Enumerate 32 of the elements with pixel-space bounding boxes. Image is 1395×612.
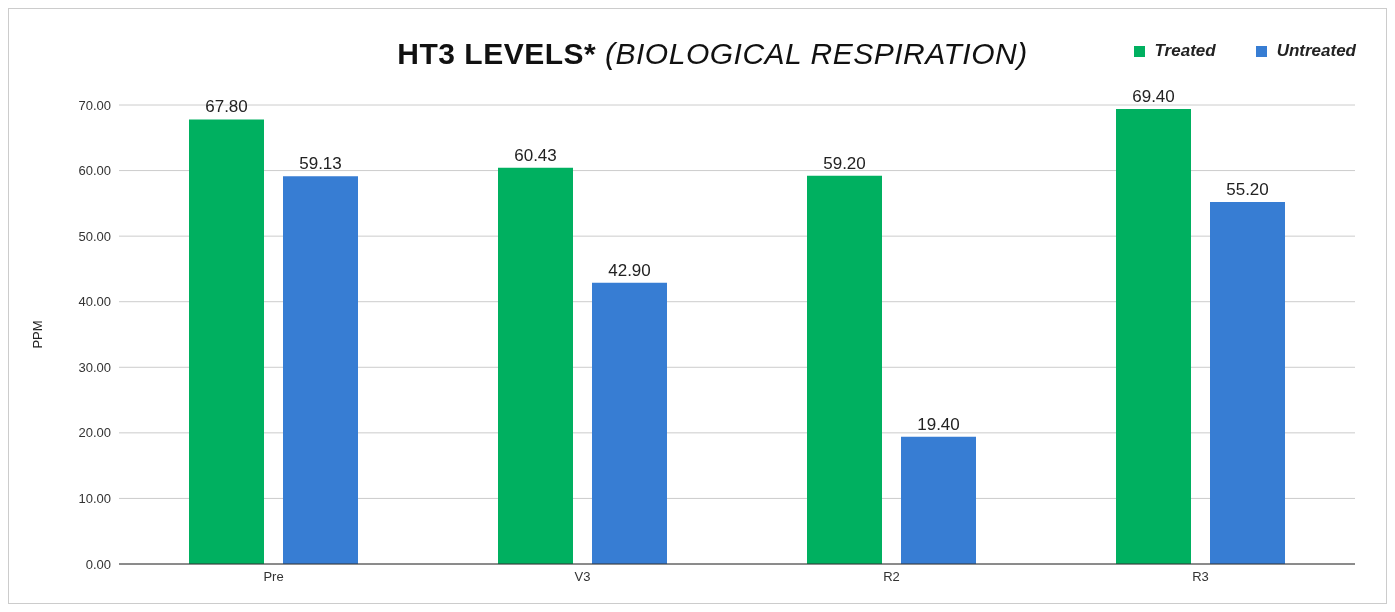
y-tick-label: 50.00 xyxy=(78,228,111,244)
bar xyxy=(283,176,358,564)
bar xyxy=(1116,108,1191,564)
data-label: 59.13 xyxy=(299,154,342,174)
data-label: 19.40 xyxy=(917,414,960,434)
bar xyxy=(592,282,667,564)
chart-title: HT3 LEVELS* (BIOLOGICAL RESPIRATION) xyxy=(397,37,1028,70)
y-tick-label: 70.00 xyxy=(78,97,111,113)
data-label: 42.90 xyxy=(608,260,651,280)
y-tick-label: 10.00 xyxy=(78,491,111,507)
y-axis-title: PPM xyxy=(29,320,45,349)
y-tick-label: 20.00 xyxy=(78,425,111,441)
data-label: 69.40 xyxy=(1132,86,1175,106)
x-tick-label: R2 xyxy=(883,569,900,585)
y-tick-label: 0.00 xyxy=(85,556,111,572)
y-tick-label: 60.00 xyxy=(78,163,111,179)
bar xyxy=(498,167,573,564)
y-tick-label: 30.00 xyxy=(78,359,111,375)
data-label: 59.20 xyxy=(823,153,866,173)
bar xyxy=(901,436,976,564)
x-tick-label: Pre xyxy=(263,569,284,585)
data-label: 60.43 xyxy=(514,145,557,165)
y-tick-label: 40.00 xyxy=(78,294,111,310)
bar xyxy=(189,119,264,564)
x-tick-label: R3 xyxy=(1192,569,1209,585)
bar xyxy=(1210,202,1285,564)
bar xyxy=(807,175,882,564)
data-label: 55.20 xyxy=(1226,180,1269,200)
legend-label: Treated xyxy=(1154,41,1216,61)
legend-label: Untreated xyxy=(1276,41,1356,61)
data-label: 67.80 xyxy=(205,97,248,117)
x-tick-label: V3 xyxy=(574,569,591,585)
